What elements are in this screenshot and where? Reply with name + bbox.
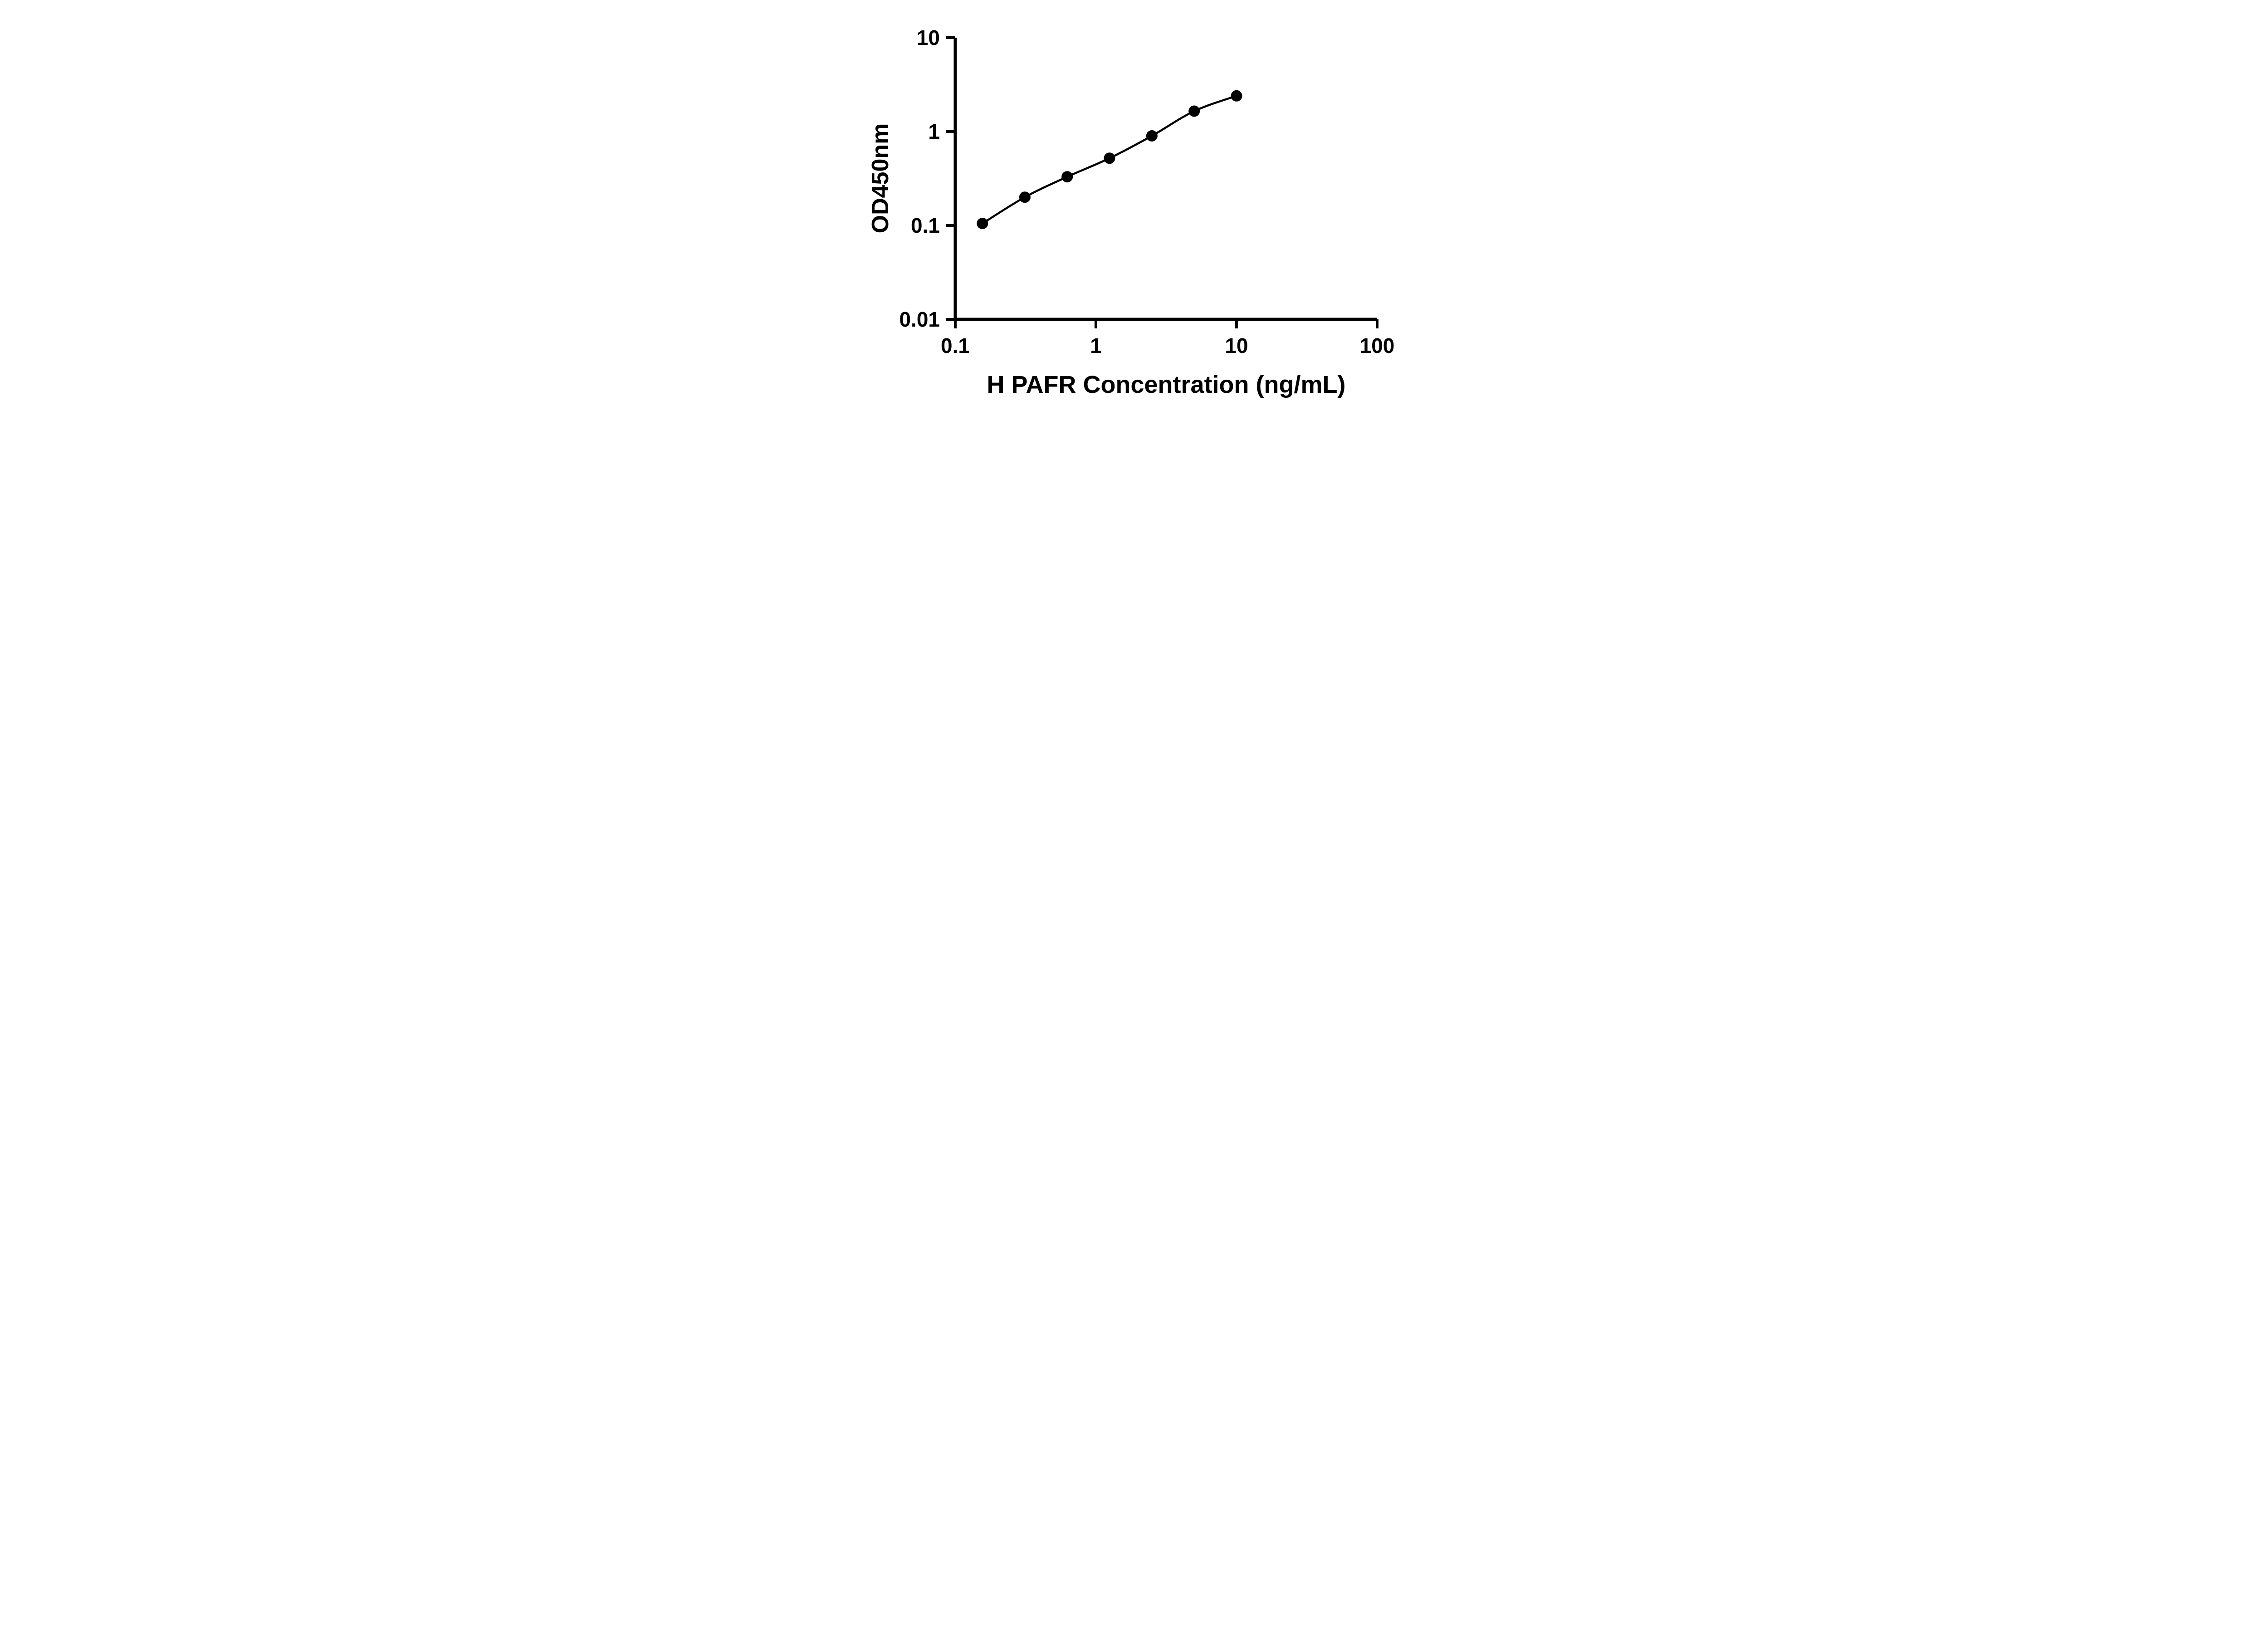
x-axis-title: H PAFR Concentration (ng/mL): [987, 371, 1345, 398]
data-point: [1231, 90, 1242, 102]
x-tick-label: 0.1: [941, 334, 970, 357]
x-tick-label: 100: [1359, 334, 1394, 357]
y-tick-label: 1: [928, 120, 940, 143]
x-tick-label: 10: [1225, 334, 1248, 357]
axis-lines: [953, 38, 1377, 321]
axes: [953, 38, 1377, 321]
data-point: [976, 218, 988, 230]
data-point: [1188, 105, 1200, 117]
y-axis-title: OD450nm: [867, 123, 894, 234]
x-tick-label: 1: [1090, 334, 1102, 357]
data-series: [976, 90, 1242, 230]
data-point: [1061, 171, 1073, 183]
elisa-standard-curve-figure: 0.1 1 10 100 0.01 0.1 1 10 OD450nm H PAFR Conce…: [844, 0, 1424, 410]
y-tick-label: 10: [916, 26, 939, 49]
data-point: [1104, 152, 1115, 164]
y-tick-label: 0.1: [911, 214, 940, 237]
y-tick-label: 0.01: [899, 308, 940, 331]
data-point: [1019, 191, 1031, 203]
data-point: [1146, 130, 1158, 142]
tick-marks: [946, 36, 1378, 328]
